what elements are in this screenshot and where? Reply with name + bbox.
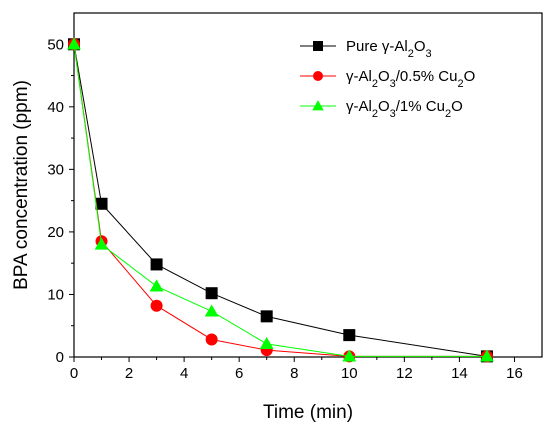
data-point xyxy=(480,349,494,362)
legend-item-3: γ-Al2O3/1% Cu2O xyxy=(300,98,463,120)
series-3 xyxy=(67,37,494,362)
x-tick-label: 14 xyxy=(451,365,468,382)
x-axis-ticks: 0 2 4 6 8 10 12 14 16 xyxy=(70,357,523,382)
legend-item-2: γ-Al2O3/0.5% Cu2O xyxy=(300,68,475,90)
y-tick-label: 30 xyxy=(47,161,64,178)
series-line xyxy=(73,44,488,357)
legend-label: Pure γ-Al2O3 xyxy=(346,38,432,60)
legend: Pure γ-Al2O3 γ-Al2O3/0.5% Cu2O γ-Al2O3/1% … xyxy=(300,38,475,120)
data-point xyxy=(260,310,273,323)
x-tick-label: 8 xyxy=(290,365,298,382)
y-tick-label: 10 xyxy=(47,286,64,303)
y-tick-label: 50 xyxy=(47,36,64,53)
y-axis-ticks: 0 10 20 30 40 50 xyxy=(47,36,74,366)
x-tick-label: 6 xyxy=(235,365,243,382)
legend-label: γ-Al2O3/0.5% Cu2O xyxy=(346,68,475,90)
x-tick-label: 16 xyxy=(506,365,523,382)
data-point xyxy=(150,258,163,271)
data-point xyxy=(150,299,163,312)
legend-marker xyxy=(312,100,324,111)
data-point xyxy=(205,287,218,300)
data-point xyxy=(94,237,109,250)
data-point xyxy=(342,349,357,362)
series-line xyxy=(73,44,487,357)
data-point xyxy=(259,336,274,350)
series-layer xyxy=(67,37,494,363)
data-point xyxy=(204,304,219,317)
legend-label: γ-Al2O3/1% Cu2O xyxy=(346,98,463,120)
legend-marker xyxy=(313,41,323,51)
y-tick-label: 0 xyxy=(56,349,64,366)
y-tick-label: 40 xyxy=(47,99,64,116)
plot-border xyxy=(73,12,543,358)
legend-item-1: Pure γ-Al2O3 xyxy=(300,38,432,60)
x-tick-label: 0 xyxy=(70,365,78,382)
x-tick-label: 2 xyxy=(125,365,133,382)
y-tick-label: 20 xyxy=(47,224,64,241)
data-point xyxy=(67,37,81,50)
legend-marker xyxy=(313,71,323,81)
x-tick-label: 12 xyxy=(396,365,413,382)
series-1 xyxy=(68,38,493,363)
x-axis-label: Time (min) xyxy=(263,402,353,423)
series-2 xyxy=(68,38,493,363)
x-tick-label: 4 xyxy=(180,365,188,382)
y-axis-label: BPA concentration (ppm) xyxy=(11,80,32,290)
plot-frame xyxy=(73,12,543,358)
data-point xyxy=(205,333,218,346)
data-point xyxy=(343,329,356,342)
data-point xyxy=(149,279,164,292)
series-line xyxy=(73,44,487,357)
x-tick-label: 10 xyxy=(341,365,358,382)
data-point xyxy=(95,197,108,210)
